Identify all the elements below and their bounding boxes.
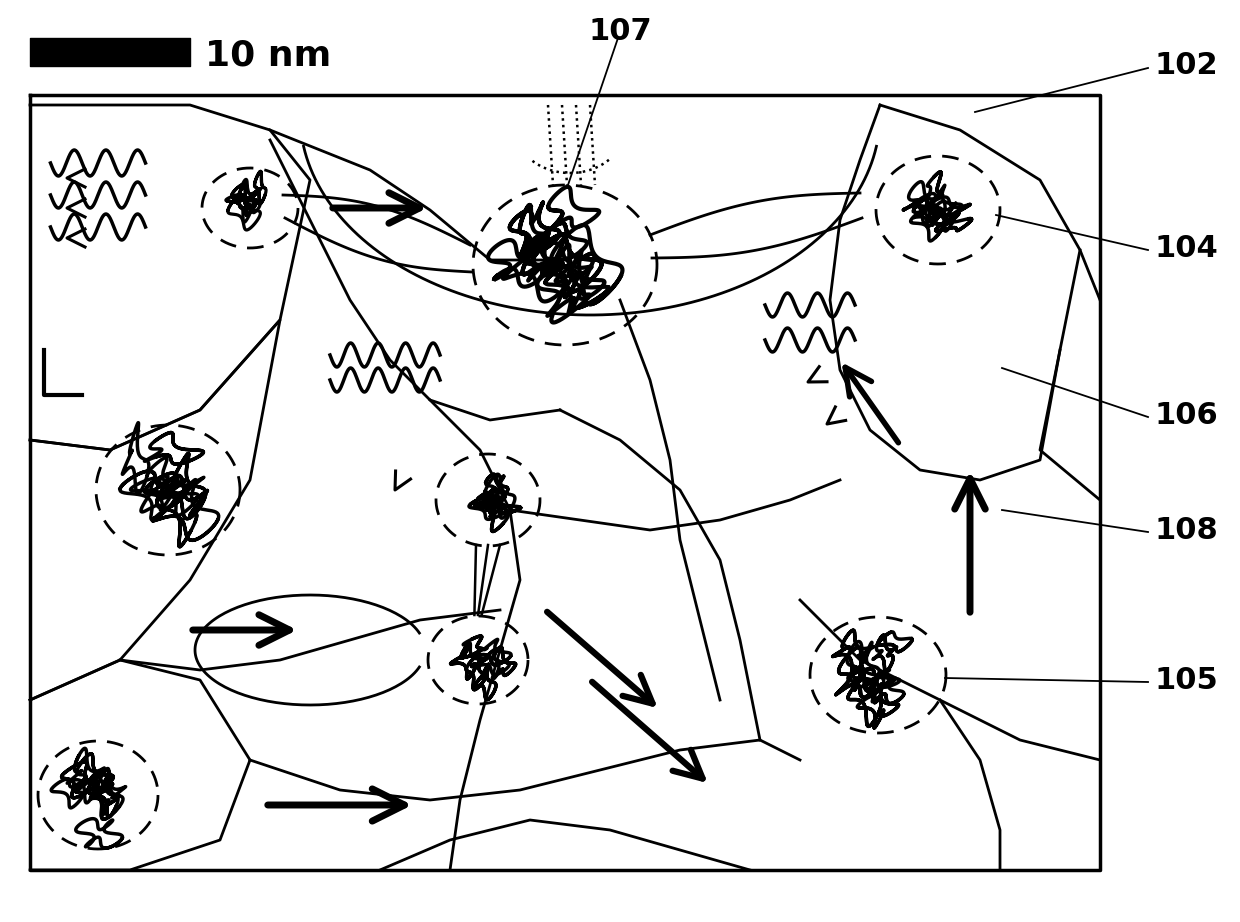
Text: 104: 104 xyxy=(1154,233,1219,263)
Text: 105: 105 xyxy=(1154,666,1219,694)
Text: 107: 107 xyxy=(588,18,652,46)
Text: 108: 108 xyxy=(1154,515,1219,545)
Text: 10 nm: 10 nm xyxy=(205,39,331,73)
Text: 102: 102 xyxy=(1154,51,1219,79)
Text: 106: 106 xyxy=(1154,400,1219,430)
